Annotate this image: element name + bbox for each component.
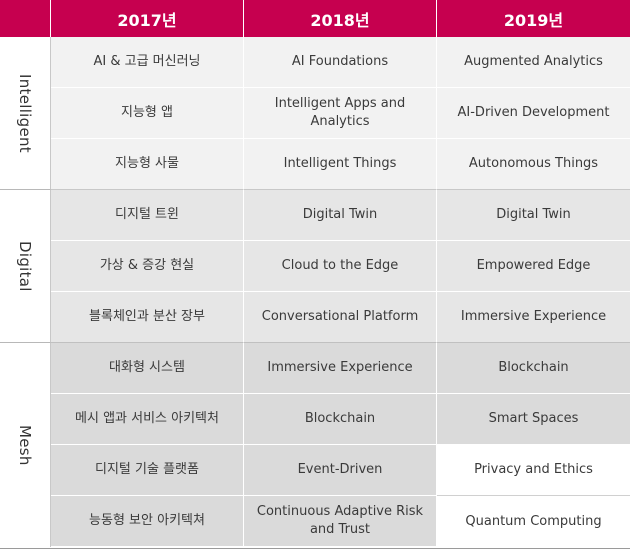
table-cell: 디지털 기술 플랫폼 <box>51 445 244 496</box>
table-cell: 대화형 시스템 <box>51 343 244 394</box>
table-cell: AI & 고급 머신러닝 <box>51 37 244 88</box>
header-2018: 2018년 <box>244 0 437 37</box>
table-cell: Immersive Experience <box>437 292 630 343</box>
table-cell: Privacy and Ethics <box>437 445 630 496</box>
group-digital: Digital <box>0 190 51 343</box>
table-cell: 디지털 트윈 <box>51 190 244 241</box>
header-2019: 2019년 <box>437 0 630 37</box>
table-cell: Immersive Experience <box>244 343 437 394</box>
table-cell: Intelligent Apps and Analytics <box>244 88 437 139</box>
table-cell: 블록체인과 분산 장부 <box>51 292 244 343</box>
table-cell: 메시 앱과 서비스 아키텍처 <box>51 394 244 445</box>
header-2017: 2017년 <box>51 0 244 37</box>
table-cell: Blockchain <box>244 394 437 445</box>
table-cell: Event-Driven <box>244 445 437 496</box>
group-label-digital: Digital <box>16 240 34 292</box>
table-cell: 지능형 앱 <box>51 88 244 139</box>
table-cell: Continuous Adaptive Risk and Trust <box>244 496 437 547</box>
table-cell: Empowered Edge <box>437 241 630 292</box>
table-cell: Digital Twin <box>437 190 630 241</box>
table-cell: Augmented Analytics <box>437 37 630 88</box>
table-cell: Conversational Platform <box>244 292 437 343</box>
table-cell: Smart Spaces <box>437 394 630 445</box>
table-cell: Digital Twin <box>244 190 437 241</box>
table-cell: 능동형 보안 아키텍쳐 <box>51 496 244 547</box>
table-cell: Autonomous Things <box>437 139 630 190</box>
table-cell: AI Foundations <box>244 37 437 88</box>
table-cell: Quantum Computing <box>437 496 630 547</box>
group-label-intelligent: Intelligent <box>16 73 34 153</box>
table-cell: 지능형 사물 <box>51 139 244 190</box>
table-cell: Blockchain <box>437 343 630 394</box>
table-cell: 가상 & 증강 현실 <box>51 241 244 292</box>
header-corner <box>0 0 51 37</box>
group-mesh: Mesh <box>0 343 51 547</box>
table-cell: Cloud to the Edge <box>244 241 437 292</box>
group-intelligent: Intelligent <box>0 37 51 190</box>
table-cell: AI-Driven Development <box>437 88 630 139</box>
group-label-mesh: Mesh <box>16 424 34 466</box>
table-cell: Intelligent Things <box>244 139 437 190</box>
